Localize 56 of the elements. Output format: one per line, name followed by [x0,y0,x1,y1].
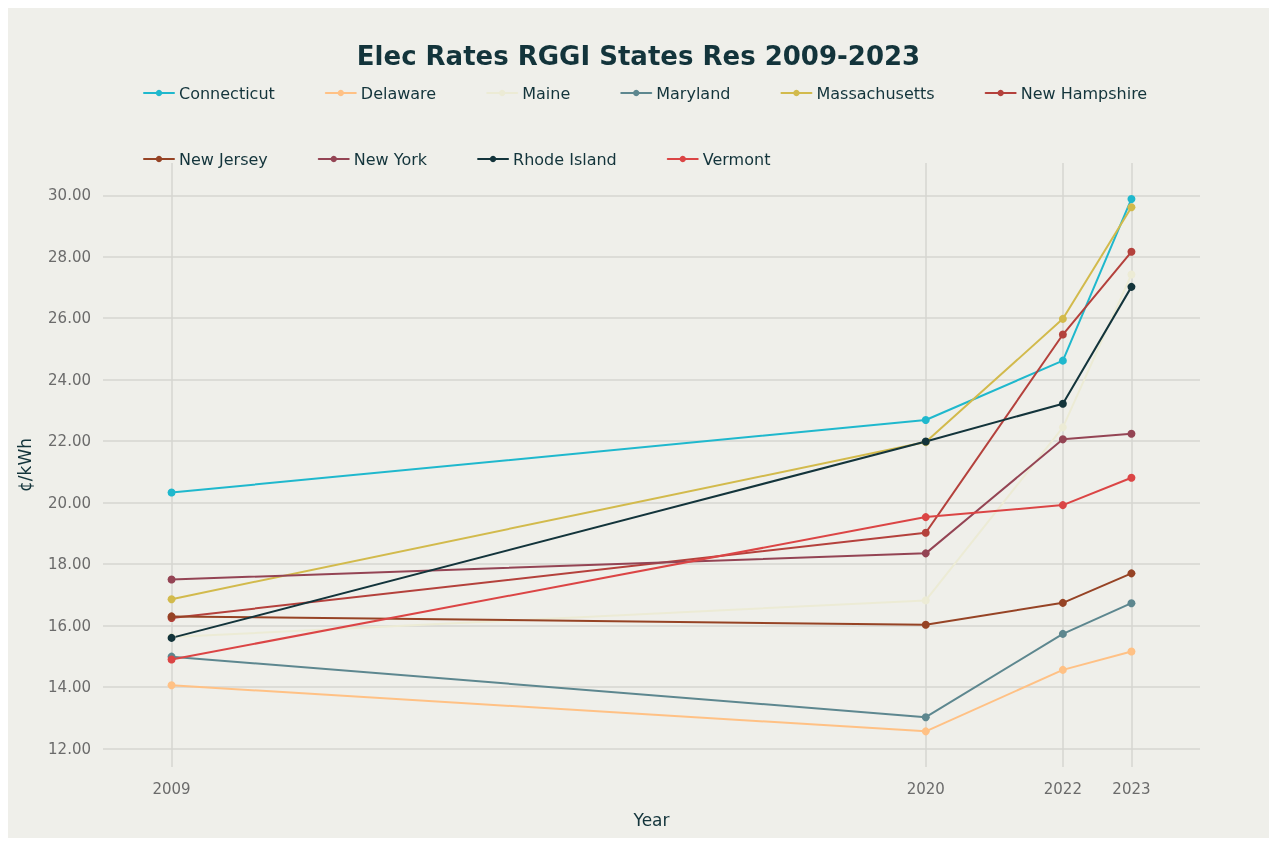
legend-label: Connecticut [179,83,275,103]
point [167,595,176,604]
point [1127,429,1136,438]
legend-label: Massachusetts [816,83,935,103]
point [1127,569,1136,578]
point [921,528,930,537]
legend-label: Rhode Island [513,149,617,169]
point [921,415,930,424]
legend-label: Delaware [360,83,437,103]
point [921,713,930,722]
legend-label: Maryland [656,83,731,103]
y-tick-label: 14.00 [48,678,91,697]
x-tick-label: 2022 [1043,779,1082,798]
point [1058,330,1067,339]
point [1127,599,1136,608]
point [1127,647,1136,656]
y-tick-label: 26.00 [48,309,91,328]
legend-label: New Jersey [179,149,268,169]
legend-label: Vermont [702,149,771,169]
point [1127,203,1136,212]
point [1058,435,1067,444]
legend-label: Maine [522,83,571,103]
point [1058,501,1067,510]
point [921,549,930,558]
y-tick-label: 12.00 [48,739,91,758]
point [167,488,176,497]
point [921,620,930,629]
point [921,513,930,522]
x-tick-label: 2023 [1112,779,1151,798]
y-tick-label: 28.00 [48,247,91,266]
point [1127,282,1136,291]
y-tick-label: 18.00 [48,555,91,574]
point [1058,314,1067,323]
point [1058,356,1067,365]
y-tick-label: 16.00 [48,616,91,635]
point [921,727,930,736]
point [1058,665,1067,674]
x-axis-title: Year [632,809,670,830]
x-tick-label: 2020 [906,779,945,798]
point [167,681,176,690]
point [1058,598,1067,607]
legend-label: New Hampshire [1020,83,1148,103]
point [167,575,176,584]
point [1127,247,1136,256]
y-axis-title: ¢/kWh [14,438,35,492]
point [1058,399,1067,408]
chart-title: Elec Rates RGGI States Res 2009-2023 [356,41,921,71]
y-tick-label: 22.00 [48,432,91,451]
y-tick-label: 30.00 [48,186,91,205]
legend-label: New York [353,149,428,169]
point [1058,629,1067,638]
x-tick-label: 2009 [152,779,191,798]
point [1127,473,1136,482]
point [1127,194,1136,203]
y-tick-label: 24.00 [48,370,91,389]
y-tick-label: 20.00 [48,493,91,512]
